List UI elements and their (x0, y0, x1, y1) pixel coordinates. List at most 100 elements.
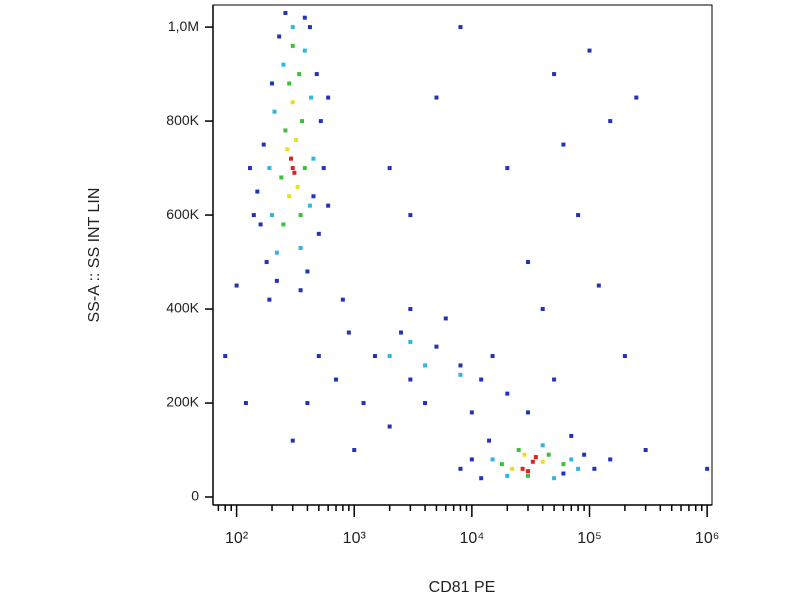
data-point (283, 10, 288, 15)
data-point (298, 213, 303, 218)
x-tick-label: 10⁵ (577, 530, 601, 547)
data-point (279, 175, 284, 180)
data-point (546, 452, 551, 457)
data-point (258, 222, 263, 227)
data-point (458, 466, 463, 471)
data-point (340, 297, 345, 302)
data-point (290, 25, 295, 30)
data-point (458, 363, 463, 368)
data-point (272, 109, 277, 114)
data-point (608, 457, 613, 462)
data-point (540, 307, 545, 312)
data-point (408, 213, 413, 218)
data-point (307, 203, 312, 208)
data-point (622, 354, 627, 359)
data-point (305, 269, 310, 274)
data-point (288, 156, 293, 161)
data-point (298, 288, 303, 293)
data-point (302, 48, 307, 53)
data-point (569, 433, 574, 438)
data-point (372, 354, 377, 359)
data-point (274, 250, 279, 255)
data-point (281, 62, 286, 67)
data-point (705, 466, 710, 471)
x-axis-label: CD81 PE (429, 579, 496, 596)
data-point (287, 81, 292, 86)
data-point (469, 457, 474, 462)
data-point (309, 95, 314, 100)
data-point (479, 377, 484, 382)
data-point (311, 194, 316, 199)
data-point (520, 466, 525, 471)
data-point (434, 95, 439, 100)
data-point (569, 457, 574, 462)
data-point (408, 307, 413, 312)
data-point (505, 473, 510, 478)
data-point (305, 401, 310, 406)
data-point (334, 377, 339, 382)
data-point (458, 372, 463, 377)
data-point (510, 466, 515, 471)
data-point (223, 354, 228, 359)
data-point (290, 438, 295, 443)
data-point (525, 410, 530, 415)
data-point (261, 142, 266, 147)
data-point (525, 473, 530, 478)
data-point (643, 448, 648, 453)
data-point (576, 466, 581, 471)
data-point (443, 316, 448, 321)
data-point (290, 100, 295, 105)
data-point (561, 471, 566, 476)
data-point (270, 81, 275, 86)
y-tick-label: 1,0M (168, 18, 199, 34)
data-point (316, 354, 321, 359)
data-point (307, 25, 312, 30)
data-point (408, 377, 413, 382)
data-point (281, 222, 286, 227)
data-point (516, 448, 521, 453)
data-point (274, 278, 279, 283)
data-point (552, 476, 557, 481)
data-point (479, 476, 484, 481)
data-point (361, 401, 366, 406)
data-point (552, 72, 557, 77)
data-point (302, 15, 307, 20)
data-point (321, 166, 326, 171)
data-point (346, 330, 351, 335)
data-point (352, 448, 357, 453)
data-point (490, 354, 495, 359)
data-point (434, 344, 439, 349)
data-point (505, 391, 510, 396)
y-tick-label: 400K (166, 300, 199, 316)
data-point (267, 166, 272, 171)
y-axis-label: SS-A :: SS INT LIN (86, 188, 103, 323)
data-point (596, 283, 601, 288)
data-point (283, 128, 288, 133)
data-point (582, 452, 587, 457)
data-point (608, 119, 613, 124)
data-point (326, 203, 331, 208)
data-point (248, 166, 253, 171)
data-point (561, 462, 566, 467)
data-point (634, 95, 639, 100)
data-point (387, 424, 392, 429)
data-point (270, 213, 275, 218)
data-point (530, 459, 535, 464)
data-point (295, 184, 300, 189)
x-tick-label: 10⁴ (460, 530, 485, 547)
data-point (290, 43, 295, 48)
data-point (297, 72, 302, 77)
data-point (499, 462, 504, 467)
data-point (399, 330, 404, 335)
data-point (316, 231, 321, 236)
data-point (469, 410, 474, 415)
data-point (326, 95, 331, 100)
data-point (525, 469, 530, 474)
data-point (408, 339, 413, 344)
data-point (576, 213, 581, 218)
data-point (540, 443, 545, 448)
data-point (300, 119, 305, 124)
data-point (490, 457, 495, 462)
data-point (277, 34, 282, 39)
data-point (314, 72, 319, 77)
